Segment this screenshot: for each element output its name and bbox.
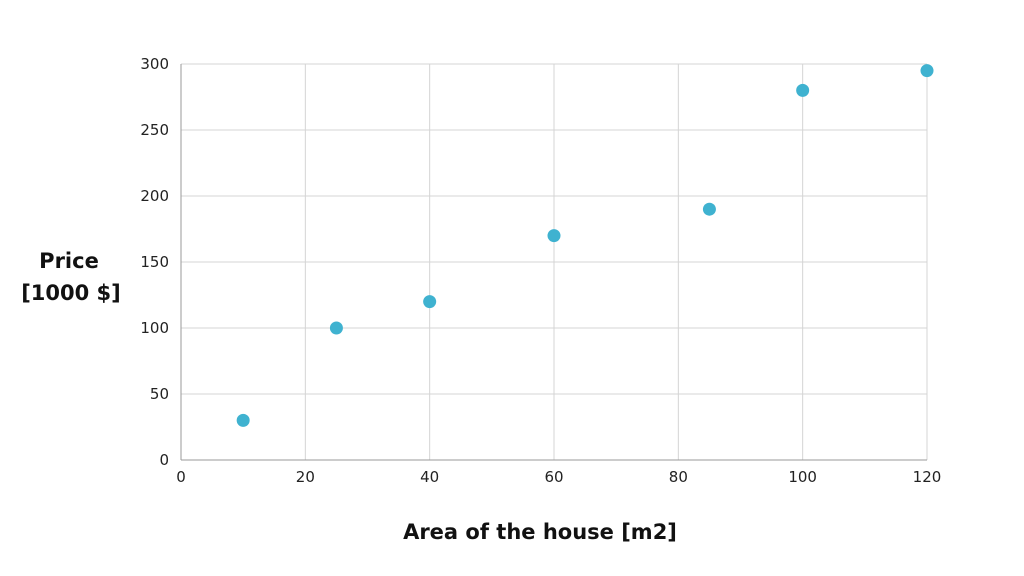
y-tick-label: 200	[140, 187, 169, 205]
data-point	[423, 295, 437, 309]
data-point	[236, 413, 250, 427]
data-point	[702, 202, 716, 216]
x-tick-label: 20	[296, 468, 315, 486]
data-point	[920, 64, 934, 78]
grid	[181, 63, 928, 460]
data-point	[329, 321, 343, 335]
x-tick-label: 100	[788, 468, 817, 486]
x-tick-label: 120	[913, 468, 942, 486]
y-tick-label: 100	[140, 319, 169, 337]
axis-titles: Price [1000 $] Area of the house [m2]	[21, 249, 677, 544]
y-axis-title-line-2: [1000 $]	[21, 281, 121, 305]
y-tick-label: 300	[140, 55, 169, 73]
data-points	[236, 64, 934, 427]
y-tick-label: 250	[140, 121, 169, 139]
x-axis-title: Area of the house [m2]	[403, 520, 677, 544]
x-tick-label: 40	[420, 468, 439, 486]
x-tick-label: 60	[544, 468, 563, 486]
y-tick-label: 0	[159, 451, 169, 469]
y-tick-label: 150	[140, 253, 169, 271]
x-tick-label: 80	[669, 468, 688, 486]
axes	[180, 64, 927, 461]
x-tick-label: 0	[176, 468, 186, 486]
data-point	[796, 83, 810, 97]
tick-labels: 0 50 100 150 200 250 300 0 20 40 60 80 100 120	[140, 55, 941, 486]
data-point	[547, 229, 561, 243]
y-tick-label: 50	[150, 385, 169, 403]
y-axis-title-line-1: Price	[39, 249, 99, 273]
